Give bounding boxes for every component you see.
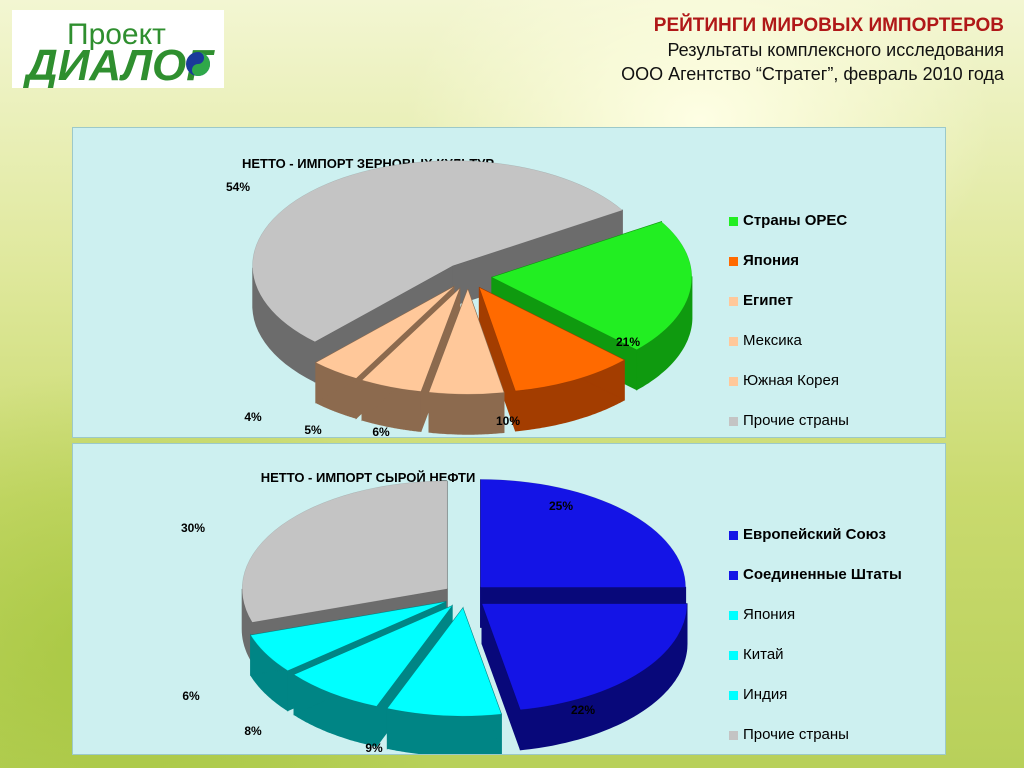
pie-data-label: 25% <box>549 499 573 513</box>
chart-panel-oil: НЕТТО - ИМПОРТ СЫРОЙ НЕФТИ 25% 22% 9% 8% 6% 3… <box>72 443 946 755</box>
legend-swatch <box>729 217 738 226</box>
pie-chart-oil: 25% 22% 9% 8% 6% 30% <box>181 479 688 754</box>
legend-swatch <box>729 417 738 426</box>
pie-data-label: 9% <box>365 741 383 754</box>
pie-data-label: 5% <box>304 423 322 437</box>
pie-slice-1 <box>481 603 688 711</box>
legend-swatch <box>729 691 738 700</box>
legend-label: Прочие страны <box>743 412 849 429</box>
legend-label: Мексика <box>743 332 802 349</box>
pie-slice-5 <box>252 160 623 343</box>
logo-word-project: Проект <box>67 18 166 51</box>
pie-slice-2 <box>386 607 502 717</box>
legend-swatch <box>729 257 738 266</box>
pie-data-label: 6% <box>372 425 390 437</box>
pie-slice-5 <box>241 480 448 623</box>
pie-slice-3 <box>293 605 453 707</box>
pie-data-label: 21% <box>616 335 640 349</box>
pie-data-label: 6% <box>182 689 200 703</box>
legend-label: Южная Корея <box>743 372 839 389</box>
pie-slice-3 <box>361 288 460 392</box>
header: РЕЙТИНГИ МИРОВЫХ ИМПОРТЕРОВ Результаты к… <box>444 14 1004 86</box>
pie-data-label: 54% <box>226 180 250 194</box>
legend-label: Япония <box>743 606 796 623</box>
legend-label: Соединенные Штаты <box>743 566 902 583</box>
legend-label: Прочие страны <box>743 726 849 743</box>
pie-chart-grain: 21% 10% 6% 5% 4% 54% <box>226 160 693 437</box>
legend-label: Япония <box>743 252 800 269</box>
pie-data-label: 30% <box>181 521 205 535</box>
pie-data-label: 10% <box>496 414 520 428</box>
legend-label: Европейский Союз <box>743 526 886 543</box>
legend-swatch <box>729 571 738 580</box>
legend-swatch <box>729 377 738 386</box>
legend-swatch <box>729 297 738 306</box>
page-subtitle: Результаты комплексного исследования <box>667 40 1004 60</box>
logo: Проект ДИАЛОГ <box>12 10 224 88</box>
pie-data-label: 8% <box>244 724 262 738</box>
pie-data-label: 4% <box>244 410 262 424</box>
legend-swatch <box>729 611 738 620</box>
pie-slice-2 <box>428 288 505 395</box>
legend-label: Страны OPEC <box>743 212 848 229</box>
pie-slice-4 <box>315 286 454 379</box>
pie-slice-1 <box>478 287 625 392</box>
logo-word-dialog: ДИАЛОГ <box>22 41 215 88</box>
chart-panel-grain: НЕТТО - ИМПОРТ ЗЕРНОВЫХ КУЛЬТУР 21% 10% 6%… <box>72 127 946 438</box>
page-title: РЕЙТИНГИ МИРОВЫХ ИМПОРТЕРОВ <box>653 15 1004 36</box>
legend-label: Индия <box>743 686 788 703</box>
pie-slice-4 <box>250 601 446 671</box>
legend-swatch <box>729 337 738 346</box>
pie-data-label: 22% <box>571 703 595 717</box>
legend-label: Китай <box>743 646 784 663</box>
yin-yang-icon <box>186 52 210 76</box>
legend-label: Египет <box>743 292 794 309</box>
logo-graphic: Проект ДИАЛОГ <box>22 18 215 88</box>
legend-swatch <box>729 731 738 740</box>
legend-swatch <box>729 651 738 660</box>
pie-slice-0 <box>491 221 693 350</box>
legend-swatch <box>729 531 738 540</box>
page-subtitle-source: ООО Агентство “Стратег”, февраль 2010 го… <box>621 64 1004 84</box>
pie-slice-0 <box>480 479 686 588</box>
chart-title: НЕТТО - ИМПОРТ СЫРОЙ НЕФТИ <box>260 470 476 485</box>
